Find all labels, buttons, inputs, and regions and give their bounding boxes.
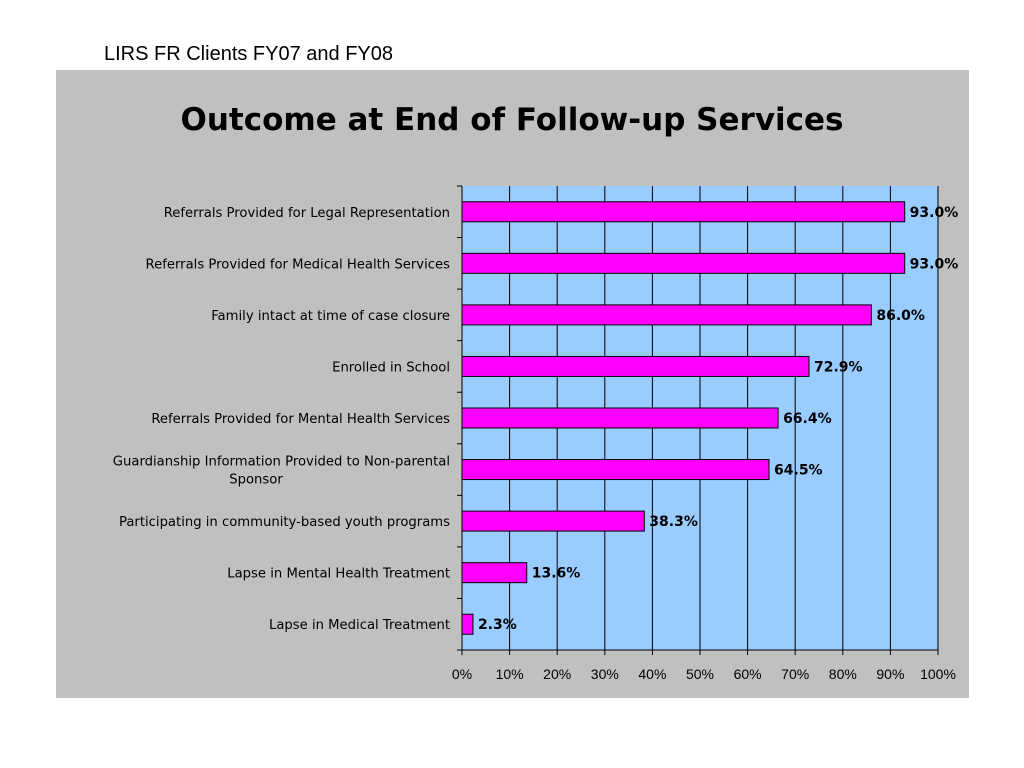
- chart-title: Outcome at End of Follow-up Services: [180, 102, 844, 138]
- data-label-1: 93.0%: [910, 256, 959, 272]
- data-label-2: 86.0%: [876, 308, 925, 324]
- category-label-6: Participating in community-based youth p…: [119, 515, 450, 530]
- bar-3: [461, 355, 810, 377]
- data-label-7: 13.6%: [532, 566, 581, 582]
- data-label-8: 2.3%: [478, 617, 517, 633]
- bar-0: [461, 201, 906, 223]
- bar-1: [461, 252, 906, 274]
- x-tick-label-10: 10%: [496, 666, 524, 682]
- category-label-5-line-2: Sponsor: [229, 473, 283, 488]
- bar-6: [461, 510, 645, 532]
- x-tick-label-20: 20%: [543, 666, 571, 682]
- x-tick-label-30: 30%: [591, 666, 619, 682]
- x-tick-label-60: 60%: [734, 666, 762, 682]
- x-tick-label-0: 0%: [452, 666, 472, 682]
- category-label-8: Lapse in Medical Treatment: [269, 618, 450, 633]
- x-tick-label-90: 90%: [876, 666, 904, 682]
- category-label-4: Referrals Provided for Mental Health Ser…: [151, 412, 450, 427]
- data-label-0: 93.0%: [910, 205, 959, 221]
- x-tick-label-80: 80%: [829, 666, 857, 682]
- category-label-5: Guardianship Information Provided to Non…: [113, 455, 450, 470]
- x-tick-label-100: 100%: [920, 666, 956, 682]
- category-label-1: Referrals Provided for Medical Health Se…: [146, 257, 451, 272]
- category-label-0: Referrals Provided for Legal Representat…: [164, 206, 450, 221]
- category-label-3: Enrolled in School: [332, 360, 450, 375]
- bar-2: [461, 304, 872, 326]
- x-tick-label-70: 70%: [781, 666, 809, 682]
- bar-5: [461, 459, 770, 481]
- bar-7: [461, 562, 528, 584]
- slide-title: LIRS FR Clients FY07 and FY08: [104, 43, 394, 65]
- category-label-7: Lapse in Mental Health Treatment: [227, 567, 450, 582]
- data-label-5: 64.5%: [774, 463, 823, 479]
- bar-8: [461, 613, 474, 635]
- bar-4: [461, 407, 779, 429]
- x-tick-label-40: 40%: [638, 666, 666, 682]
- category-label-2: Family intact at time of case closure: [211, 309, 450, 324]
- data-label-6: 38.3%: [649, 514, 698, 530]
- x-tick-label-50: 50%: [686, 666, 714, 682]
- data-label-4: 66.4%: [783, 411, 832, 427]
- data-label-3: 72.9%: [814, 359, 863, 375]
